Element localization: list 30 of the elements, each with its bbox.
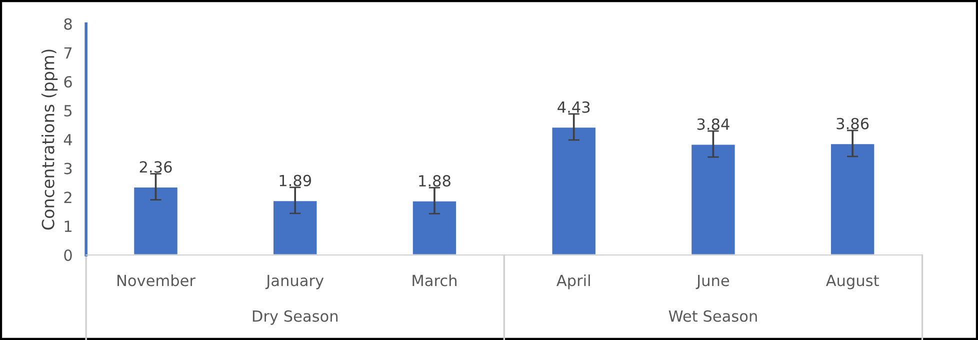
data-label: 3.86 [836, 118, 869, 130]
y-tick-label: 3 [64, 162, 72, 174]
x-tick-label: August [826, 274, 879, 290]
y-tick-label: 2 [64, 192, 72, 204]
x-tick-label: June [696, 274, 730, 290]
text: Wet Season [668, 310, 757, 322]
bar [550, 126, 597, 255]
x-tick-label: January [265, 274, 324, 290]
x-tick-label: March [412, 274, 456, 286]
y-tick-label: 4 [64, 134, 72, 146]
y-tick-label: 0 [64, 249, 72, 262]
y-tick-label: 6 [64, 76, 72, 88]
data-label: 1.89 [280, 174, 312, 186]
y-tick-label: 8 [64, 18, 72, 30]
y-tick-label: 1 [64, 220, 72, 232]
bar [411, 200, 458, 255]
text: Dry Season [252, 310, 338, 325]
data-label: 2.36 [140, 161, 172, 173]
data-label: 4.43 [558, 101, 590, 113]
x-tick-label: November [118, 274, 196, 286]
y-tick-label: 7 [64, 47, 72, 59]
y-axis-title: Concentrations (ppm) [41, 50, 58, 230]
y-tick-label: 5 [64, 105, 72, 117]
data-label: 1.88 [419, 175, 450, 187]
bar [690, 143, 736, 255]
data-label: 3.84 [697, 118, 730, 130]
bar [830, 142, 876, 255]
bar [132, 186, 179, 255]
bar [272, 200, 318, 255]
x-tick-label: April [556, 274, 590, 290]
